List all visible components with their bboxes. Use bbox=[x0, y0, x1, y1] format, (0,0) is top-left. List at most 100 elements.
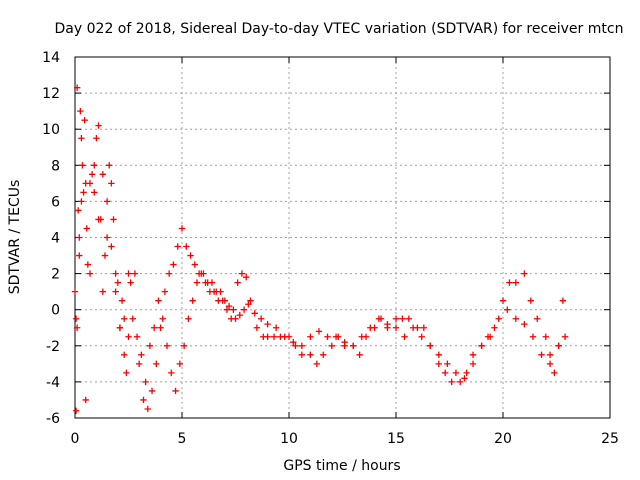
data-point bbox=[93, 135, 100, 142]
y-tick-label: 14 bbox=[42, 50, 60, 66]
data-point bbox=[219, 297, 226, 304]
data-point bbox=[435, 351, 442, 359]
data-point bbox=[444, 360, 451, 368]
data-point bbox=[189, 297, 196, 304]
data-point bbox=[561, 333, 569, 340]
data-point bbox=[551, 369, 558, 377]
data-point bbox=[512, 315, 520, 322]
data-point bbox=[157, 324, 164, 331]
chart-title: Day 022 of 2018, Sidereal Day-to-day VTE… bbox=[55, 21, 624, 37]
data-point bbox=[529, 333, 537, 340]
data-point bbox=[240, 306, 248, 313]
x-tick-label: 5 bbox=[178, 431, 187, 447]
data-point bbox=[78, 198, 85, 205]
data-point bbox=[463, 369, 470, 377]
y-tick-label: 8 bbox=[51, 158, 60, 174]
grid-lines bbox=[75, 57, 610, 418]
data-point bbox=[170, 261, 177, 268]
data-point bbox=[176, 360, 184, 368]
data-point bbox=[324, 333, 331, 340]
y-tick-label: 0 bbox=[51, 303, 60, 319]
data-point bbox=[358, 333, 365, 340]
data-point bbox=[232, 315, 239, 322]
data-point bbox=[257, 315, 265, 322]
data-point bbox=[103, 198, 111, 205]
data-point bbox=[106, 162, 113, 169]
data-point bbox=[163, 342, 171, 349]
data-point bbox=[198, 270, 205, 277]
data-point bbox=[251, 310, 258, 317]
data-point bbox=[161, 288, 169, 295]
data-point bbox=[427, 342, 434, 349]
data-point bbox=[125, 333, 132, 340]
data-point bbox=[159, 315, 166, 322]
data-point bbox=[538, 351, 545, 359]
data-point bbox=[225, 302, 233, 310]
data-point bbox=[77, 107, 84, 115]
data-point bbox=[121, 351, 128, 359]
data-point bbox=[99, 288, 107, 295]
data-point bbox=[341, 338, 348, 346]
data-point bbox=[165, 270, 173, 277]
data-point bbox=[133, 333, 141, 340]
data-point bbox=[418, 333, 425, 340]
x-tick-label: 10 bbox=[280, 431, 298, 447]
data-point bbox=[328, 342, 335, 349]
data-point bbox=[234, 279, 241, 286]
data-point bbox=[174, 243, 181, 250]
data-point bbox=[392, 324, 400, 331]
data-point bbox=[99, 171, 107, 178]
data-point bbox=[469, 351, 477, 359]
data-point bbox=[168, 369, 175, 377]
data-point bbox=[146, 342, 154, 349]
data-point bbox=[91, 189, 98, 196]
x-tick-labels: 0 5 10 15 20 25 bbox=[71, 431, 619, 447]
data-point bbox=[461, 375, 468, 382]
data-point bbox=[405, 315, 413, 322]
data-point bbox=[103, 234, 111, 241]
data-point bbox=[247, 297, 254, 304]
data-point bbox=[183, 243, 190, 250]
data-point bbox=[534, 315, 541, 322]
data-point bbox=[521, 270, 528, 277]
data-point bbox=[180, 342, 188, 349]
data-point bbox=[129, 315, 136, 322]
data-point bbox=[114, 279, 121, 286]
data-point bbox=[86, 180, 94, 187]
data-point bbox=[86, 270, 94, 277]
data-point bbox=[272, 324, 280, 331]
data-point bbox=[469, 360, 477, 368]
data-point bbox=[116, 324, 124, 331]
data-point bbox=[112, 288, 119, 295]
y-axis-title: SDTVAR / TECUs bbox=[7, 180, 23, 295]
data-point bbox=[84, 261, 92, 268]
data-point bbox=[320, 351, 327, 359]
data-point bbox=[559, 297, 567, 304]
y-tick-label: 4 bbox=[51, 231, 60, 247]
data-point bbox=[91, 162, 98, 169]
data-point bbox=[527, 297, 535, 304]
data-point bbox=[307, 351, 314, 359]
data-point bbox=[452, 369, 460, 377]
data-point bbox=[435, 360, 442, 368]
data-point bbox=[95, 216, 102, 223]
data-point bbox=[281, 333, 288, 340]
data-point bbox=[298, 342, 306, 349]
data-point bbox=[546, 360, 554, 368]
data-point bbox=[506, 279, 513, 286]
data-point bbox=[123, 369, 130, 377]
data-point bbox=[486, 333, 494, 340]
y-tick-label: 12 bbox=[42, 86, 60, 102]
data-point bbox=[76, 234, 83, 241]
data-point bbox=[542, 333, 549, 340]
y-tick-label: 2 bbox=[51, 267, 60, 283]
data-point bbox=[81, 116, 88, 124]
data-points bbox=[71, 84, 569, 414]
data-point bbox=[83, 225, 90, 232]
data-point bbox=[512, 279, 520, 286]
data-point bbox=[148, 387, 156, 395]
y-tick-label: 10 bbox=[42, 122, 60, 138]
data-point bbox=[82, 396, 89, 404]
data-point bbox=[136, 360, 143, 368]
